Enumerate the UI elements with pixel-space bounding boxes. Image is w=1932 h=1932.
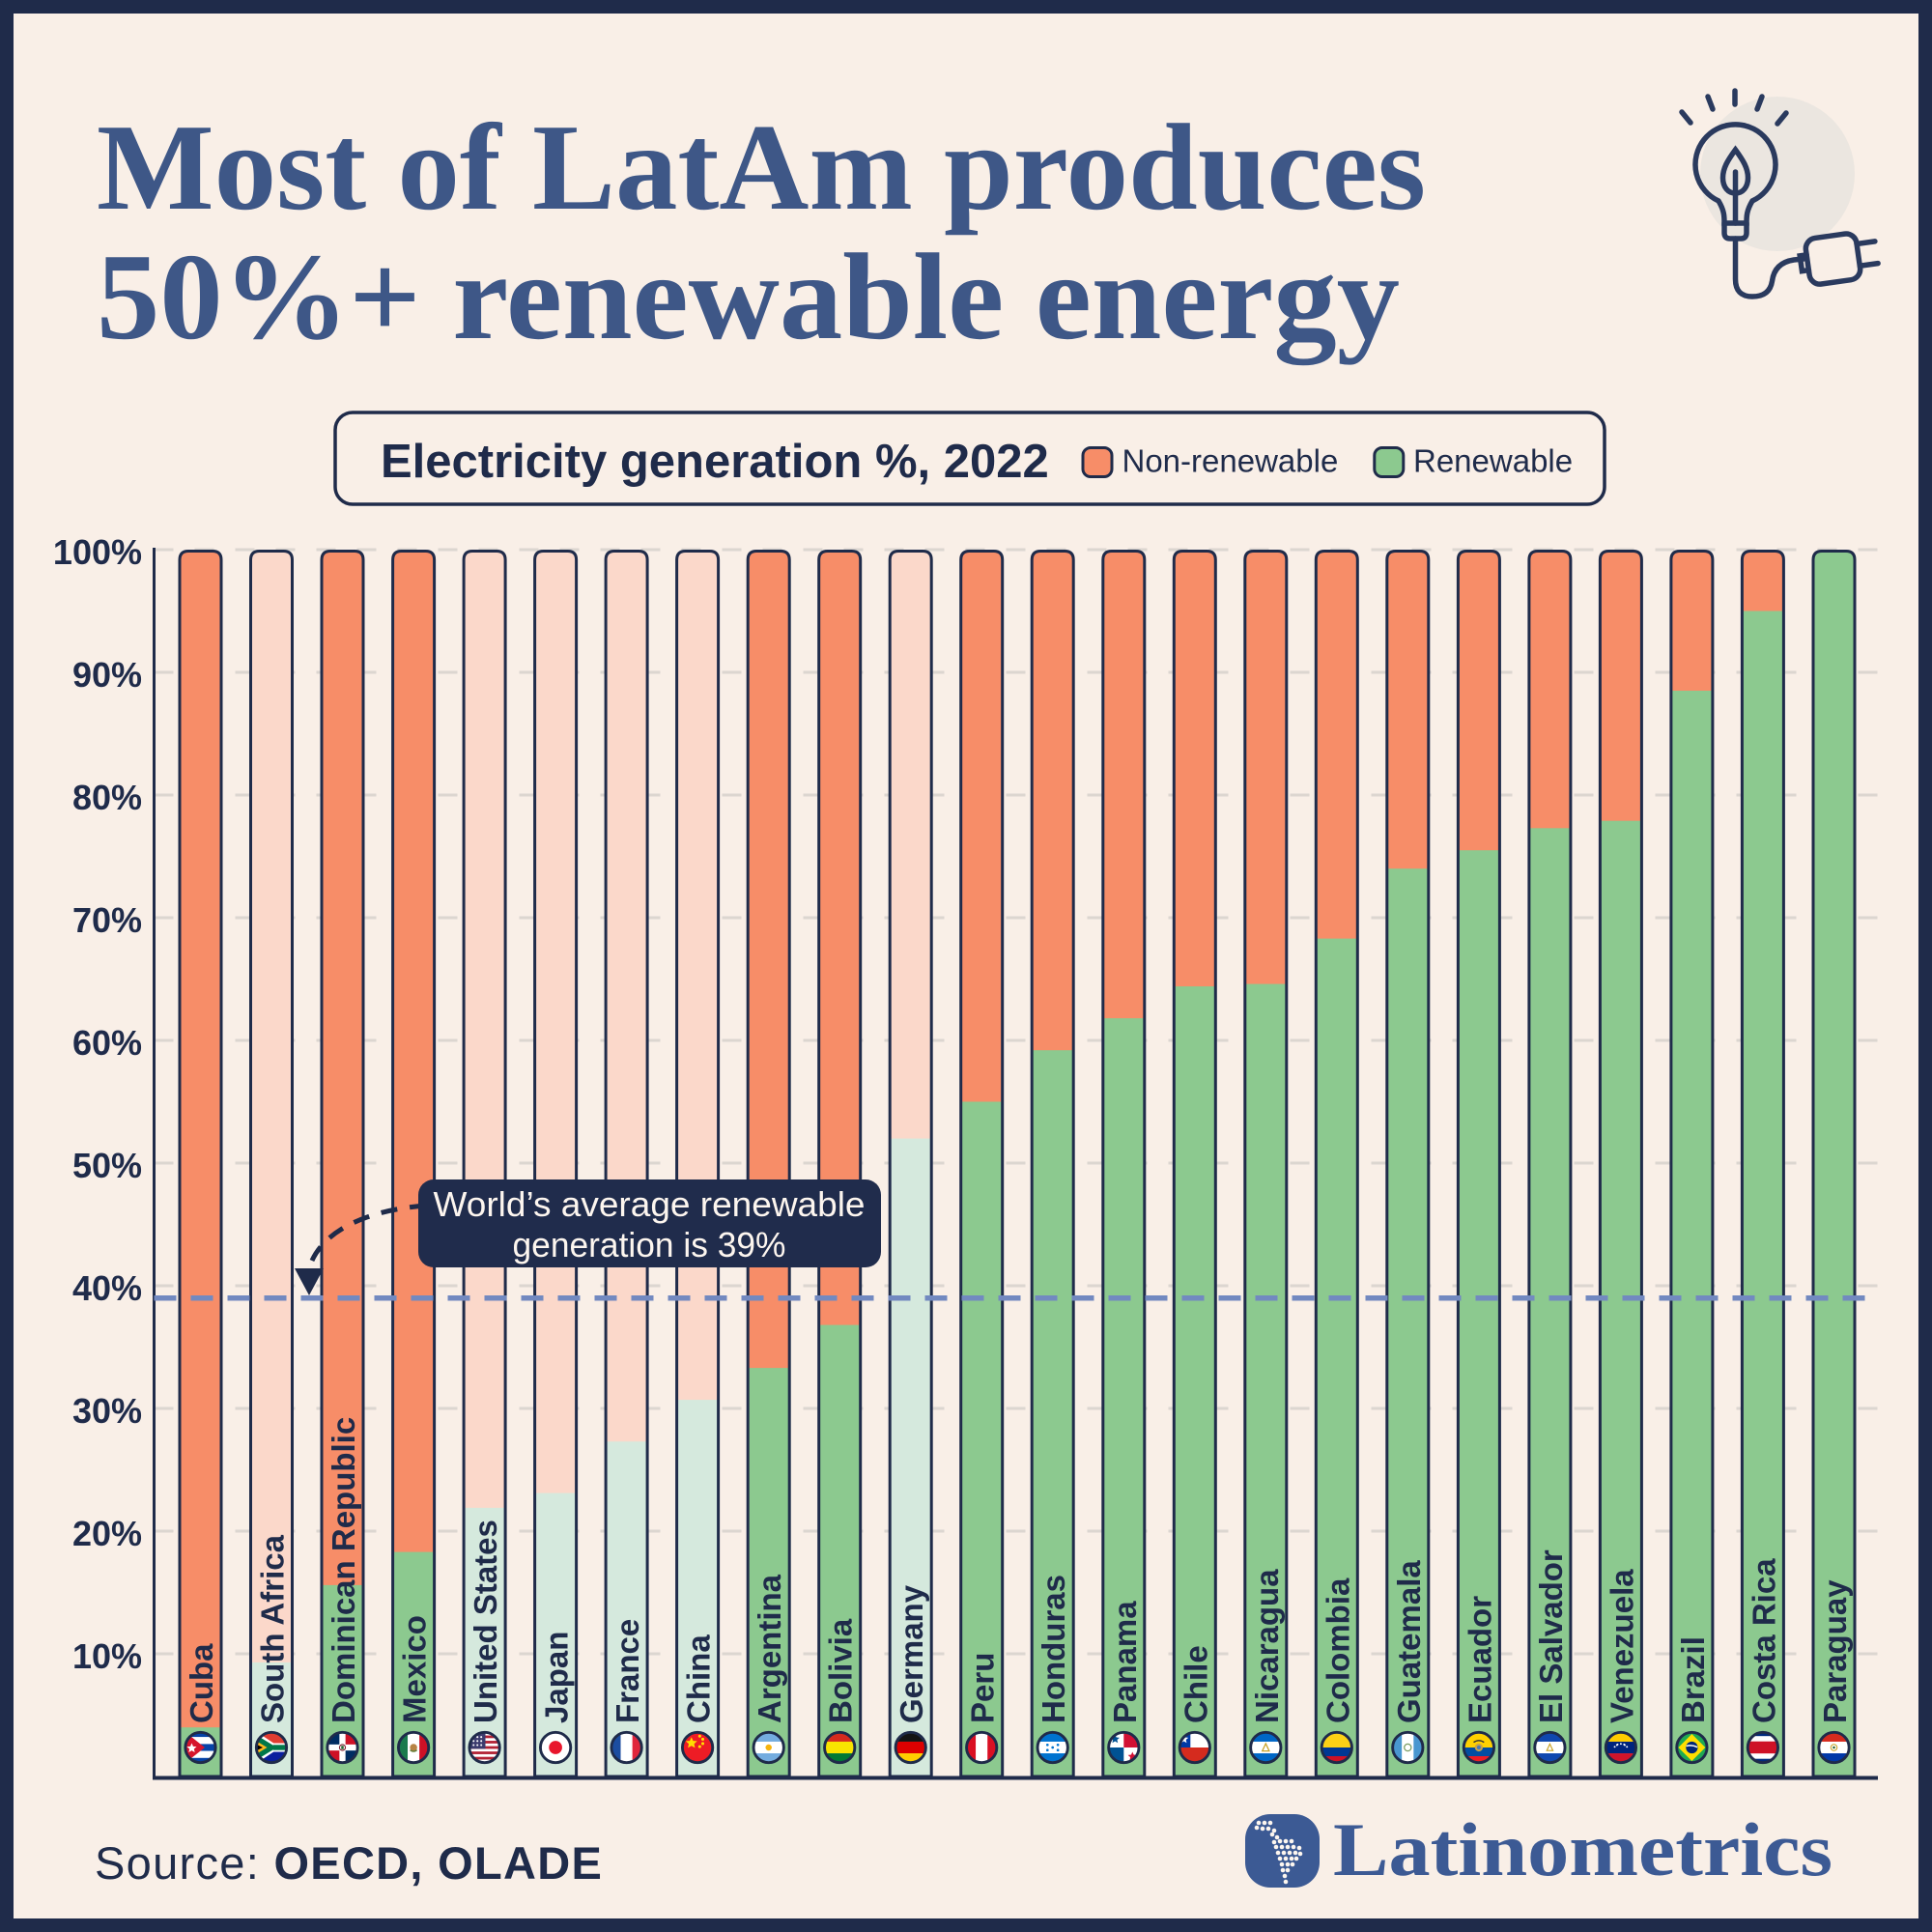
svg-text:Venezuela: Venezuela xyxy=(1604,1569,1639,1723)
svg-text:20%: 20% xyxy=(72,1514,142,1553)
svg-text:Brazil: Brazil xyxy=(1675,1636,1711,1723)
svg-text:Guatemala: Guatemala xyxy=(1391,1560,1427,1723)
svg-text:generation is 39%: generation is 39% xyxy=(513,1225,786,1264)
svg-text:50%: 50% xyxy=(72,1146,142,1185)
svg-text:70%: 70% xyxy=(72,900,142,940)
svg-text:El Salvador: El Salvador xyxy=(1533,1549,1569,1723)
svg-text:France: France xyxy=(610,1619,645,1723)
svg-text:40%: 40% xyxy=(72,1268,142,1308)
svg-text:South Africa: South Africa xyxy=(255,1534,291,1723)
svg-text:60%: 60% xyxy=(72,1023,142,1063)
svg-text:Latinometrics: Latinometrics xyxy=(1333,1807,1833,1891)
svg-text:50%+ renewable energy: 50%+ renewable energy xyxy=(97,228,1400,365)
svg-text:Most of LatAm produces: Most of LatAm produces xyxy=(97,99,1426,236)
svg-text:Nicaragua: Nicaragua xyxy=(1249,1569,1285,1723)
svg-text:Electricity generation %, 2022: Electricity generation %, 2022 xyxy=(381,436,1049,488)
svg-text:Dominican Republic: Dominican Republic xyxy=(326,1417,361,1723)
svg-text:Renewable: Renewable xyxy=(1413,443,1573,479)
svg-text:Source: OECD, OLADE: Source: OECD, OLADE xyxy=(95,1837,603,1889)
svg-text:Honduras: Honduras xyxy=(1036,1575,1071,1723)
svg-text:Peru: Peru xyxy=(965,1653,1001,1723)
svg-text:Costa Rica: Costa Rica xyxy=(1746,1558,1781,1723)
svg-text:China: China xyxy=(681,1634,717,1723)
svg-text:Panama: Panama xyxy=(1107,1601,1143,1723)
svg-text:World’s average renewable: World’s average renewable xyxy=(434,1184,866,1224)
svg-text:Bolivia: Bolivia xyxy=(823,1618,859,1723)
svg-text:100%: 100% xyxy=(53,532,142,572)
svg-text:Mexico: Mexico xyxy=(397,1615,433,1723)
svg-text:10%: 10% xyxy=(72,1636,142,1676)
svg-text:Colombia: Colombia xyxy=(1320,1577,1355,1723)
svg-text:Argentina: Argentina xyxy=(752,1574,787,1723)
svg-text:Paraguay: Paraguay xyxy=(1817,1579,1853,1723)
svg-text:90%: 90% xyxy=(72,655,142,695)
svg-text:Chile: Chile xyxy=(1178,1645,1213,1723)
svg-text:30%: 30% xyxy=(72,1391,142,1431)
svg-text:Japan: Japan xyxy=(539,1632,575,1723)
svg-text:Germany: Germany xyxy=(894,1584,929,1723)
svg-text:80%: 80% xyxy=(72,778,142,817)
svg-text:Cuba: Cuba xyxy=(184,1643,219,1723)
svg-text:United States: United States xyxy=(468,1520,503,1723)
svg-text:Ecuador: Ecuador xyxy=(1462,1596,1497,1723)
svg-text:Non-renewable: Non-renewable xyxy=(1122,443,1339,479)
